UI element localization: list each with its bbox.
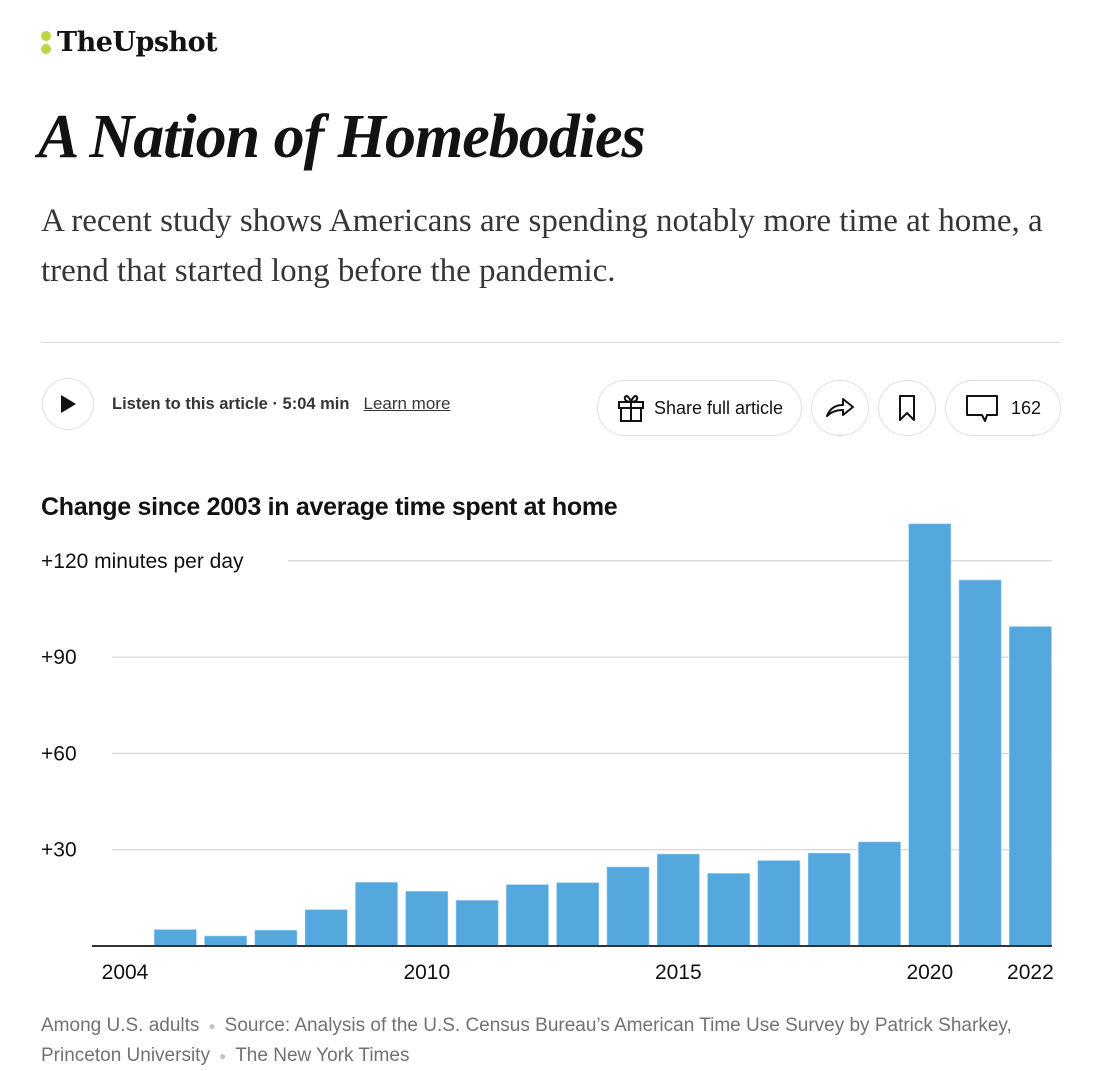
- comments-count: 162: [1010, 397, 1042, 418]
- footer-credit: The New York Times: [235, 1045, 410, 1067]
- bar-2020[interactable]: [908, 523, 952, 947]
- listen-label: Listen to this article · 5:04 min: [112, 394, 350, 413]
- y-tick-label: +60: [41, 742, 77, 765]
- upshot-logo[interactable]: TheUpshot: [41, 27, 218, 58]
- footer-source: Source: Analysis of the U.S. Census Bure…: [41, 1015, 1012, 1067]
- bar-2018[interactable]: [807, 852, 851, 947]
- chart-title: Change since 2003 in average time spent …: [41, 493, 618, 521]
- share-label: Share full article: [653, 397, 783, 418]
- article-actions: Share full article 162: [596, 380, 1061, 436]
- save-button[interactable]: [878, 380, 936, 436]
- y-tick-label: +120 minutes per day: [41, 550, 244, 573]
- bookmark-icon: [899, 395, 915, 421]
- bar-2015[interactable]: [656, 853, 700, 947]
- x-tick-label: 2010: [403, 961, 450, 984]
- y-tick-labels: +30 +60 +90 +120 minutes per day: [41, 550, 244, 862]
- bar-2006[interactable]: [204, 935, 247, 947]
- x-tick-label: 2022: [1007, 961, 1054, 984]
- brand-name: TheUpshot: [57, 27, 218, 58]
- bar-2013[interactable]: [556, 882, 600, 947]
- bar-chart: +30+60+90+120 minutes per day 2004 2010 20…: [41, 523, 1054, 984]
- x-tick-label: 2004: [102, 961, 149, 984]
- bar-2021[interactable]: [958, 579, 1002, 947]
- gridlines: [112, 560, 1052, 851]
- y-tick-label: +90: [41, 646, 77, 669]
- share-arrow-icon: [826, 398, 854, 417]
- share-button[interactable]: [811, 380, 869, 436]
- share-full-article-button[interactable]: Share full article: [596, 380, 802, 436]
- bar-2019[interactable]: [858, 841, 901, 947]
- bar-2007[interactable]: [254, 929, 298, 947]
- comments-button[interactable]: 162: [945, 380, 1061, 436]
- x-tick-label: 2020: [906, 961, 953, 984]
- play-icon: [61, 395, 76, 413]
- gift-icon: [617, 395, 644, 422]
- bar-2008[interactable]: [304, 909, 348, 947]
- comment-icon: [965, 395, 998, 422]
- bars: [154, 523, 1052, 947]
- bar-2005[interactable]: [154, 929, 197, 947]
- chart-footer: Among U.S. adults ● Source: Analysis of th…: [41, 1011, 1051, 1071]
- divider: [41, 342, 1061, 343]
- summary: A recent study shows Americans are spend…: [41, 203, 1043, 289]
- headline: A Nation of Homebodies: [38, 103, 646, 171]
- footer-note: Among U.S. adults: [41, 1015, 200, 1037]
- bar-2022[interactable]: [1009, 626, 1052, 947]
- bar-2014[interactable]: [606, 866, 650, 947]
- x-tick-label: 2015: [655, 961, 702, 984]
- separator-dot: ●: [208, 1019, 216, 1033]
- audio-player: Listen to this article · 5:04 min Learn …: [42, 378, 450, 430]
- bar-2017[interactable]: [757, 860, 801, 947]
- bar-2010[interactable]: [405, 891, 449, 947]
- learn-more-link[interactable]: Learn more: [363, 394, 451, 413]
- x-tick-labels: 2004 2010 2015 2020 2022: [102, 961, 1054, 984]
- bar-2016[interactable]: [707, 873, 750, 947]
- bar-2009[interactable]: [355, 882, 398, 947]
- brand-dots-icon: [41, 31, 51, 54]
- play-button[interactable]: [42, 378, 94, 430]
- separator-dot: ●: [218, 1049, 227, 1064]
- y-tick-label: +30: [41, 839, 77, 862]
- bar-2012[interactable]: [506, 884, 549, 947]
- bar-2011[interactable]: [455, 900, 499, 947]
